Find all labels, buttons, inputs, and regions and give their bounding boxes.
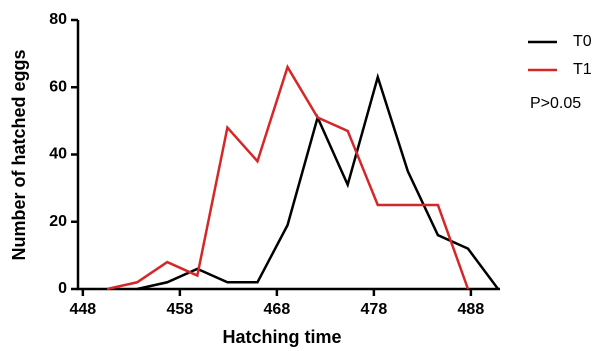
x-axis-label: Hatching time (222, 327, 341, 347)
y-tick-label: 20 (49, 213, 67, 230)
line-series (136, 72, 500, 291)
y-tick-label: 40 (49, 146, 67, 163)
y-tick-label: 80 (49, 11, 67, 28)
y-tick-label: 0 (58, 280, 67, 297)
x-tick-label: 478 (361, 301, 388, 318)
legend-label: T1 (573, 61, 592, 78)
x-tick-label: 468 (264, 301, 291, 318)
x-tick-label: 458 (167, 301, 194, 318)
legend-label: T0 (573, 33, 592, 50)
x-tick-label: 488 (458, 301, 485, 318)
y-axis-label: Number of hatched eggs (9, 49, 29, 260)
y-tick-label: 60 (49, 78, 67, 95)
annotation: P>0.05 (530, 95, 581, 112)
x-tick-label: 448 (69, 301, 96, 318)
line-series (106, 64, 470, 291)
